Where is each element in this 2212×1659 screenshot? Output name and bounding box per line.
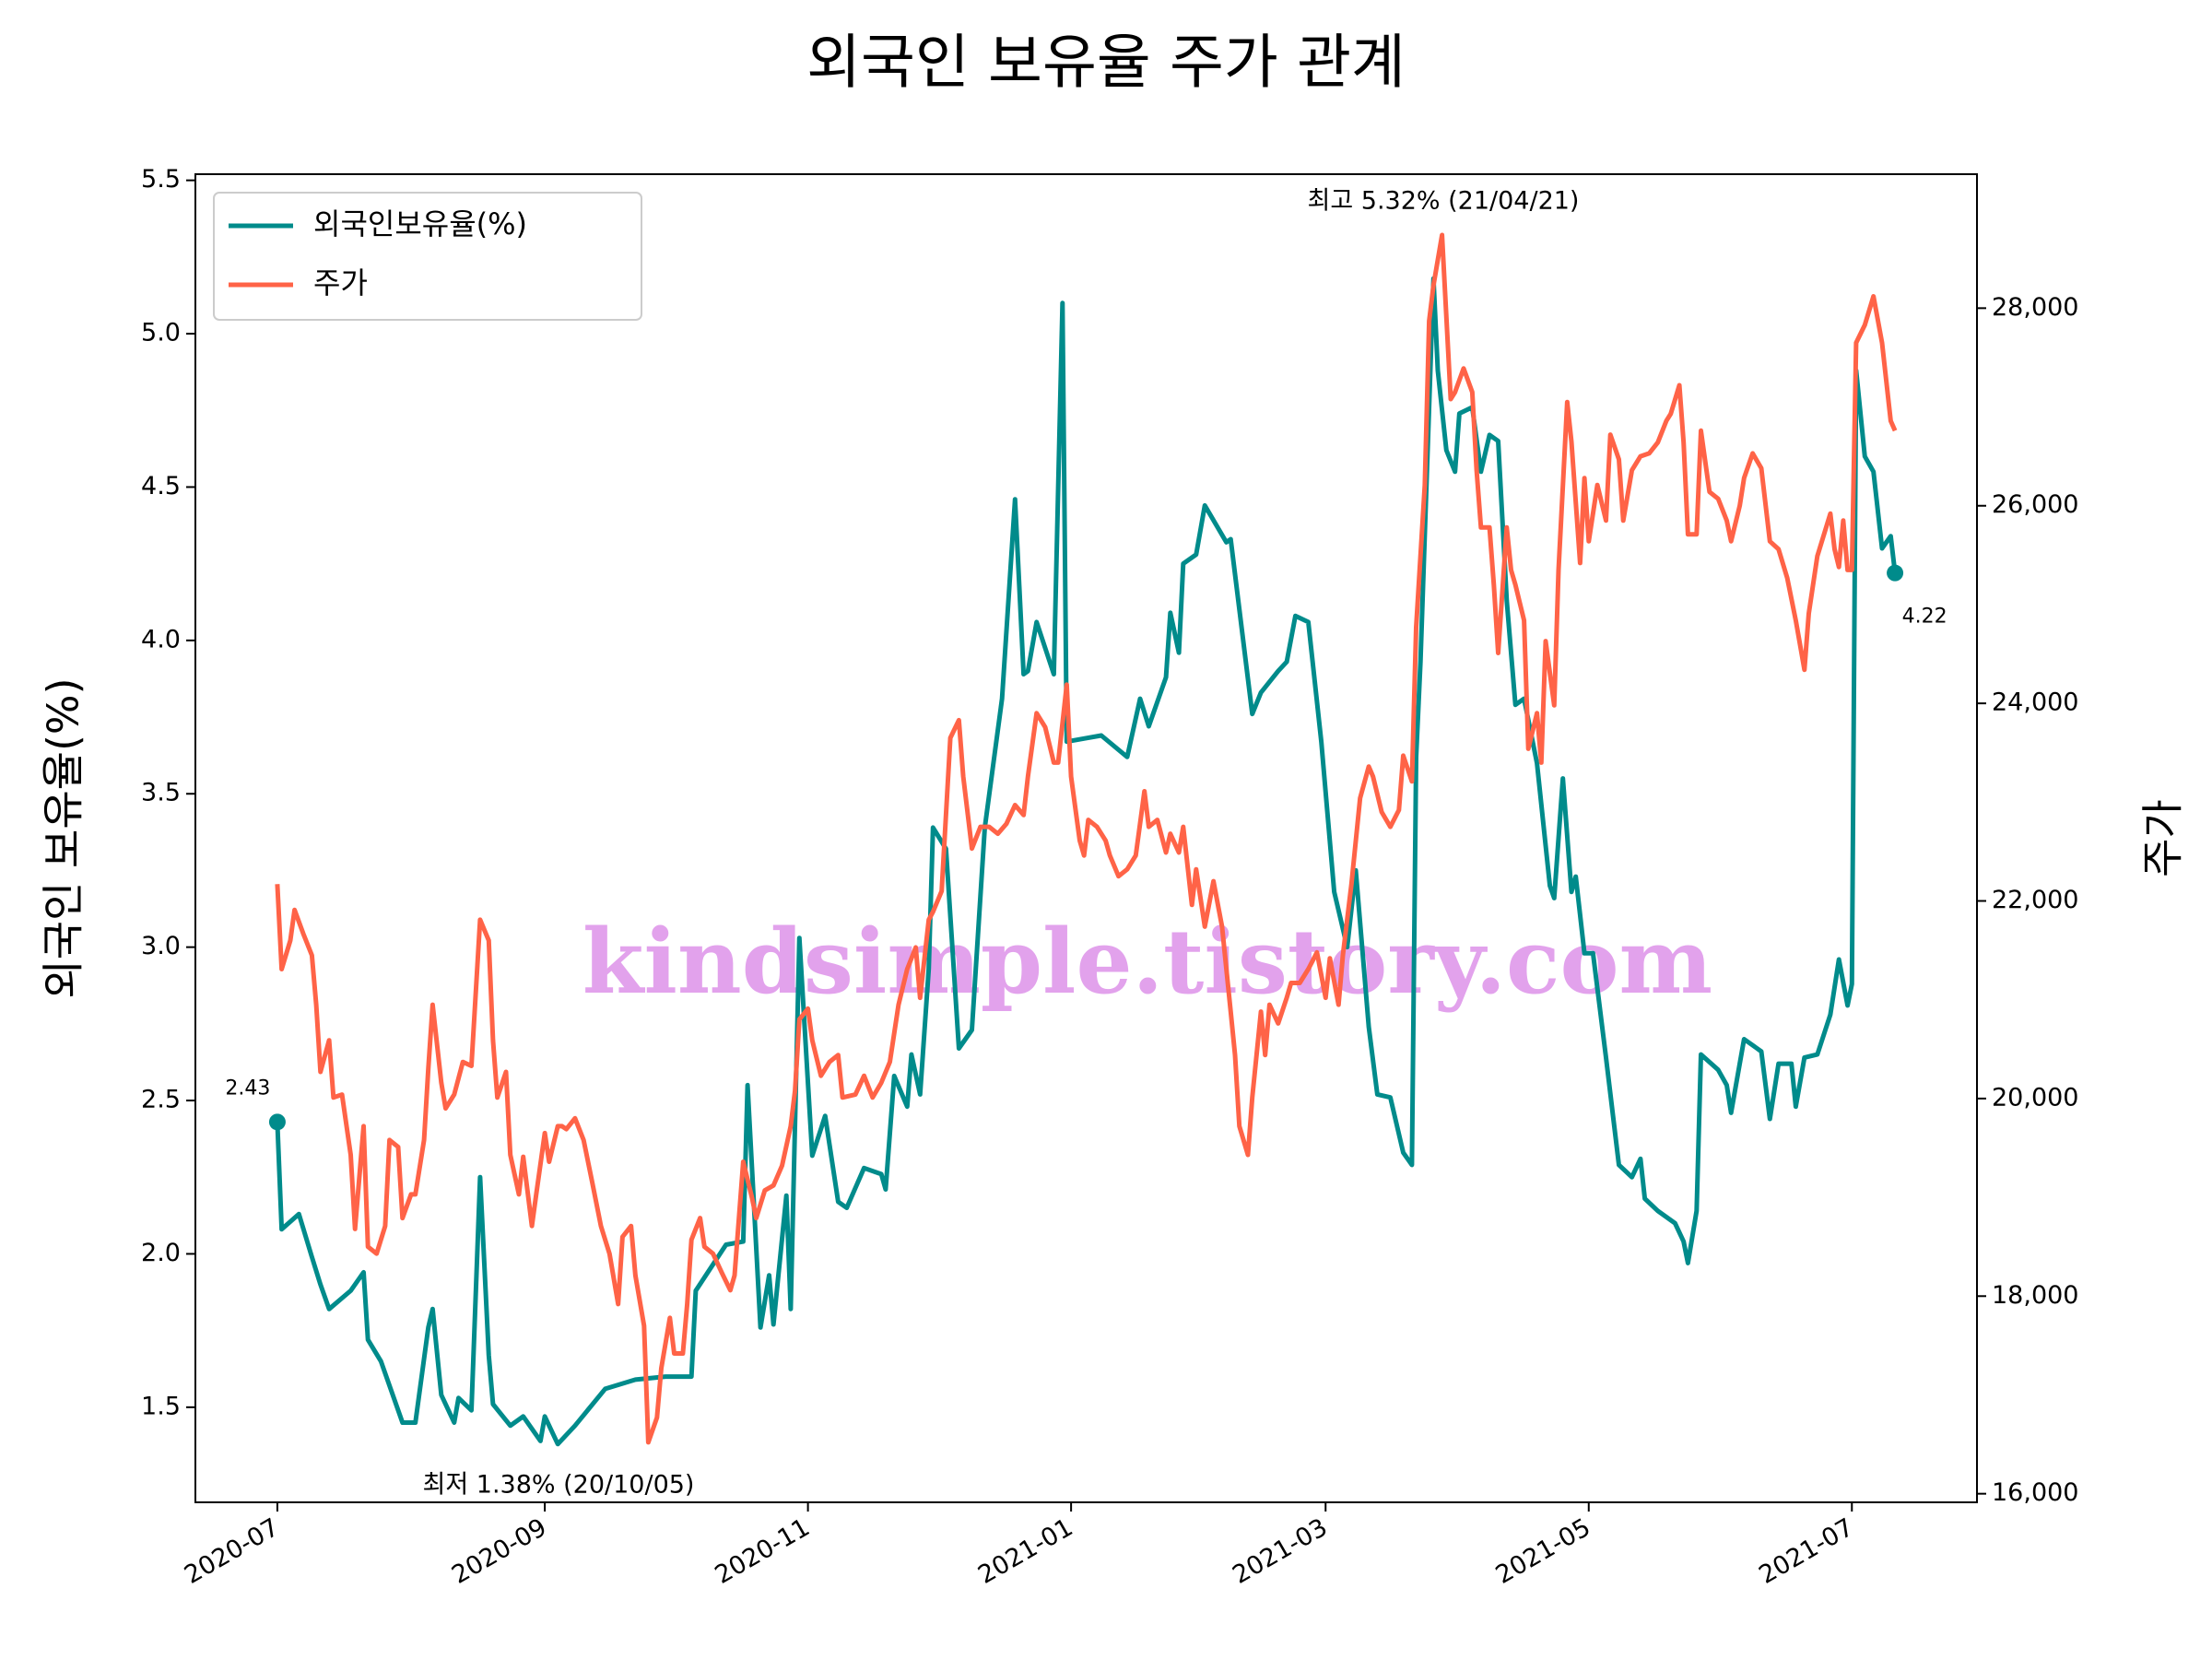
plot-frame xyxy=(194,173,1978,1503)
legend-box xyxy=(213,192,642,321)
y-tick-label: 4.5 xyxy=(141,472,181,500)
y2-tick-label: 26,000 xyxy=(1992,490,2078,519)
y-tick-label: 5.5 xyxy=(141,165,181,194)
y2-tick-label: 18,000 xyxy=(1992,1281,2078,1310)
series-line xyxy=(275,232,1898,1445)
y-tick-label: 3.0 xyxy=(141,932,181,960)
end-point xyxy=(1887,564,1904,582)
annotation: 4.22 xyxy=(1902,606,1947,629)
y-tick-label: 2.0 xyxy=(141,1239,181,1267)
y-tick-label: 5.0 xyxy=(141,319,181,347)
end-point xyxy=(268,1113,286,1131)
y-tick-label: 3.5 xyxy=(141,779,181,807)
y2-tick-label: 22,000 xyxy=(1992,886,2078,914)
annotation: 최고 5.32% (21/04/21) xyxy=(1308,187,1580,216)
legend-label: 주가 xyxy=(313,265,368,300)
y-axis-label: 외국인 보유율(%) xyxy=(39,677,88,998)
y2-tick-label: 16,000 xyxy=(1992,1478,2078,1507)
y2-axis-label: 주가 xyxy=(2138,799,2188,877)
watermark: kindsimple.tistory.com xyxy=(582,910,1712,1014)
chart-title: 외국인 보유율 주가 관계 xyxy=(806,29,1406,98)
y2-tick-label: 24,000 xyxy=(1992,688,2078,717)
y-tick-label: 1.5 xyxy=(141,1392,181,1420)
y2-tick-label: 28,000 xyxy=(1992,293,2078,322)
y2-tick-label: 20,000 xyxy=(1992,1083,2078,1112)
y-tick-label: 2.5 xyxy=(141,1086,181,1114)
annotation: 최저 1.38% (20/10/05) xyxy=(423,1471,695,1500)
annotation: 2.43 xyxy=(225,1077,270,1100)
legend-label: 외국인보유율(%) xyxy=(313,206,527,241)
y-tick-label: 4.0 xyxy=(141,625,181,653)
series-line xyxy=(275,276,1898,1447)
